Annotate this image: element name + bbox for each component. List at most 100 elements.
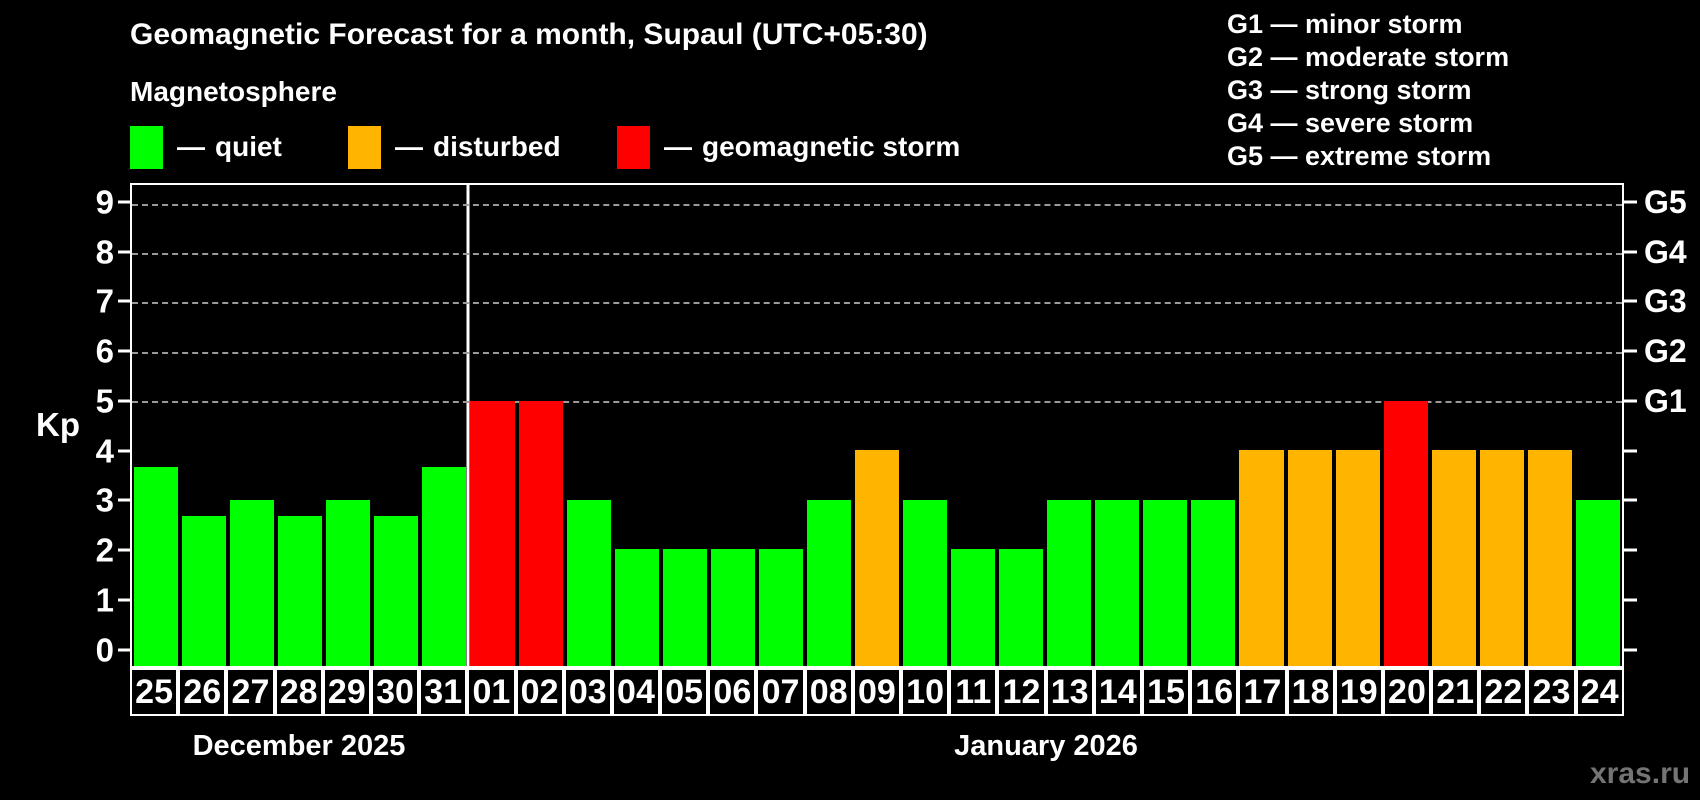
bar-slot-11 <box>949 185 997 666</box>
y-axis-ticks-right <box>1624 183 1637 668</box>
kp-bar-day-07 <box>758 549 803 666</box>
y-tick-label-3: 3 <box>95 481 114 519</box>
bar-slot-29 <box>324 185 372 666</box>
y-tick-label-1: 1 <box>95 581 114 619</box>
bar-slot-25 <box>132 185 180 666</box>
tick-mark-kp9 <box>1624 200 1637 204</box>
g-axis-label-g3: G3 <box>1644 283 1687 320</box>
g-legend-line-g4: G4 — severe storm <box>1227 108 1474 138</box>
day-label-13: 13 <box>1045 668 1094 716</box>
bar-slot-19 <box>1334 185 1382 666</box>
legend-dash: — <box>664 131 692 162</box>
legend-label-disturbed: disturbed <box>433 131 561 162</box>
disturbed-color-swatch <box>348 125 381 169</box>
day-label-20: 20 <box>1382 668 1432 716</box>
day-label-12: 12 <box>997 668 1046 716</box>
day-label-15: 15 <box>1141 668 1191 716</box>
day-label-30: 30 <box>370 668 420 716</box>
g-legend-line-g5: G5 — extreme storm <box>1227 141 1492 171</box>
kp-bar-day-18 <box>1287 450 1332 666</box>
legend-label-quiet: quiet <box>215 131 282 162</box>
tick-mark-kp5 <box>1624 399 1637 403</box>
tick-mark-kp1 <box>118 598 131 602</box>
day-label-07: 07 <box>756 668 805 716</box>
kp-bar-day-06 <box>710 549 755 666</box>
plot-area <box>130 183 1624 668</box>
g-legend-line-g3: G3 — strong storm <box>1227 75 1472 105</box>
tick-mark-kp7 <box>1624 299 1637 303</box>
day-label-11: 11 <box>949 668 998 716</box>
day-label-01: 01 <box>467 668 516 716</box>
month-label-january: January 2026 <box>954 730 1138 762</box>
tick-mark-kp1 <box>1624 598 1637 602</box>
y-axis-labels: 0 1 2 3 4 5 6 7 8 9 <box>0 183 114 668</box>
day-label-05: 05 <box>660 668 709 716</box>
kp-bar-day-19 <box>1335 450 1380 666</box>
y-tick-label-0: 0 <box>95 631 114 669</box>
legend-item-quiet: — quiet <box>130 125 282 169</box>
watermark: xras.ru <box>1590 757 1691 790</box>
bar-slot-14 <box>1093 185 1141 666</box>
day-label-02: 02 <box>515 668 564 716</box>
day-label-25: 25 <box>130 668 179 716</box>
bar-slot-06 <box>709 185 757 666</box>
g-scale-axis-labels: G1 G2 G3 G4 G5 <box>1644 183 1700 668</box>
gridline-kp9 <box>132 203 1622 206</box>
bar-slot-26 <box>180 185 228 666</box>
day-label-27: 27 <box>226 668 275 716</box>
bar-slot-31 <box>420 185 468 666</box>
day-label-22: 22 <box>1479 668 1528 716</box>
y-tick-label-2: 2 <box>95 531 114 569</box>
bar-slot-30 <box>372 185 420 666</box>
kp-bar-day-30 <box>374 516 419 666</box>
month-label-december: December 2025 <box>192 730 406 762</box>
kp-bar-day-15 <box>1143 499 1188 666</box>
kp-bar-day-29 <box>326 499 371 666</box>
kp-bar-day-25 <box>134 466 179 666</box>
tick-mark-kp6 <box>118 349 131 353</box>
tick-mark-kp5 <box>118 399 131 403</box>
kp-bar-day-14 <box>1095 499 1140 666</box>
day-label-17: 17 <box>1238 668 1287 716</box>
legend-label-storm: geomagnetic storm <box>702 131 961 162</box>
bar-slot-12 <box>997 185 1045 666</box>
day-label-10: 10 <box>901 668 950 716</box>
tick-mark-kp9 <box>118 200 131 204</box>
day-label-29: 29 <box>322 668 371 716</box>
tick-mark-kp4 <box>118 449 131 453</box>
y-tick-label-5: 5 <box>95 382 114 420</box>
legend-item-storm: — geomagnetic storm <box>617 125 960 169</box>
y-axis-title: Kp <box>36 406 80 443</box>
bar-slot-24 <box>1574 185 1622 666</box>
kp-bar-day-21 <box>1431 450 1476 666</box>
kp-bar-day-11 <box>951 549 996 666</box>
kp-bar-day-10 <box>903 499 948 666</box>
bar-slot-07 <box>757 185 805 666</box>
tick-mark-kp0 <box>118 648 131 652</box>
tick-mark-kp6 <box>1624 349 1637 353</box>
legend-item-disturbed: — disturbed <box>348 125 561 169</box>
gridline-kp5 <box>132 401 1622 404</box>
day-label-26: 26 <box>178 668 227 716</box>
kp-bar-day-22 <box>1479 450 1524 666</box>
day-label-28: 28 <box>274 668 323 716</box>
kp-bar-day-12 <box>999 549 1044 666</box>
y-axis-ticks-left <box>118 183 131 668</box>
day-label-19: 19 <box>1334 668 1383 716</box>
kp-bar-day-20 <box>1383 401 1428 666</box>
legend-dash: — <box>177 131 205 162</box>
day-label-23: 23 <box>1527 668 1576 716</box>
bars-container <box>132 185 1622 666</box>
chart-subtitle: Magnetosphere <box>130 76 337 107</box>
month-separator-line <box>466 185 470 666</box>
y-tick-label-4: 4 <box>95 432 114 470</box>
bar-slot-27 <box>228 185 276 666</box>
g-axis-label-g2: G2 <box>1644 333 1687 370</box>
bar-slot-10 <box>901 185 949 666</box>
y-tick-label-6: 6 <box>95 332 114 370</box>
g-scale-legend: G1 — minor storm G2 — moderate storm G3 … <box>1227 8 1509 173</box>
tick-mark-kp3 <box>1624 498 1637 502</box>
kp-bar-day-05 <box>662 549 707 666</box>
tick-mark-kp2 <box>1624 548 1637 552</box>
